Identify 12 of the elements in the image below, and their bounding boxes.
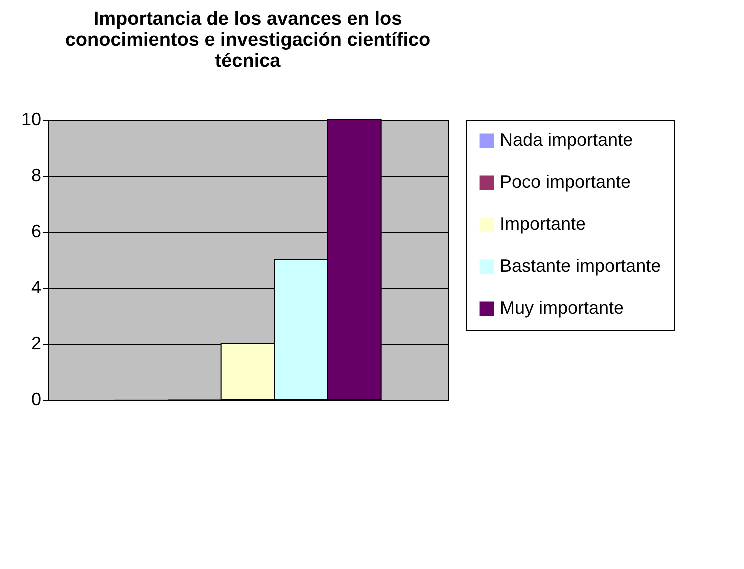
y-tick-label: 0 [31,390,42,410]
legend-label: Importante [500,214,586,234]
y-tick-label: 4 [31,278,42,298]
legend-label: Nada importante [500,130,634,150]
legend-label: Bastante importante [500,256,662,276]
legend-label: Muy importante [500,298,624,318]
chart-title: Importancia de los avances en los conocimientos e investigación científico técnica [65,9,431,72]
y-tick-label: 2 [31,334,42,354]
y-tick-label: 10 [21,110,42,130]
y-tick-label: 6 [31,222,42,242]
y-tick-label: 8 [31,166,42,186]
legend-label: Poco importante [500,172,632,192]
